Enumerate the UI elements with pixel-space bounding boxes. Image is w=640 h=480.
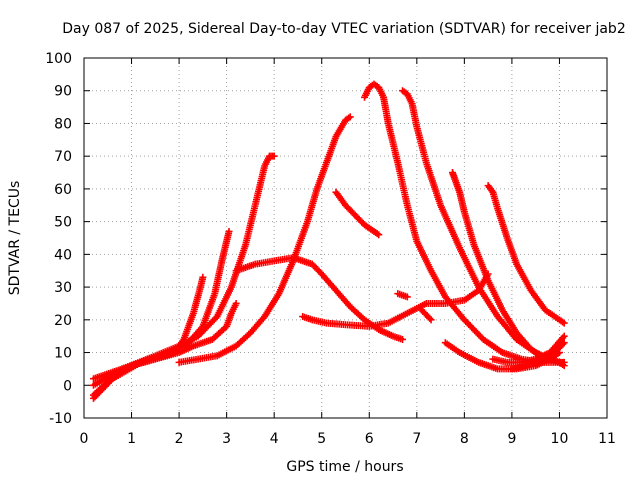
series-sat-e [232, 254, 407, 343]
data-point-marker [560, 332, 568, 340]
series-sat-j [448, 169, 568, 370]
y-tick-label: 40 [54, 247, 72, 263]
x-tick-label: 2 [175, 431, 184, 447]
data-point-marker [560, 362, 568, 370]
data-point-marker [199, 273, 207, 281]
series-sat-d [90, 299, 240, 383]
series-sat-l [299, 270, 492, 330]
y-tick-label: 10 [54, 346, 72, 362]
x-tick-label: 8 [460, 431, 469, 447]
x-tick-label: 3 [222, 431, 231, 447]
y-tick-label: 100 [45, 51, 72, 67]
y-axis-label: SDTVAR / TECUs [7, 181, 23, 296]
x-tick-label: 9 [507, 431, 516, 447]
data-markers [90, 80, 568, 402]
x-tick-label: 5 [317, 431, 326, 447]
data-point-marker [484, 270, 492, 278]
x-tick-label: 10 [551, 431, 569, 447]
data-point-marker [270, 152, 278, 160]
axis-ticks: 0 1 2 3 4 5 6 7 8 9 10 11 -10 0 10 20 30 40 50 60 70 80 90 100 [45, 51, 616, 447]
data-point-marker [426, 314, 434, 322]
y-tick-label: -10 [49, 411, 72, 427]
y-tick-label: 70 [54, 149, 72, 165]
data-point-marker [346, 113, 354, 121]
x-tick-label: 4 [270, 431, 279, 447]
y-tick-label: 80 [54, 116, 72, 132]
series-sat-q [508, 339, 568, 373]
data-point-marker [403, 293, 411, 301]
y-tick-label: 60 [54, 182, 72, 198]
series-sat-c [90, 152, 278, 389]
y-tick-label: 90 [54, 84, 72, 100]
series-sat-k [484, 182, 568, 327]
x-tick-label: 7 [412, 431, 421, 447]
x-tick-label: 6 [365, 431, 374, 447]
data-point-marker [232, 299, 240, 307]
x-tick-label: 1 [127, 431, 136, 447]
series-sat-o [418, 306, 435, 324]
series-sat-h [332, 188, 383, 239]
y-tick-label: 20 [54, 313, 72, 329]
x-tick-label: 0 [80, 431, 89, 447]
data-point-marker [559, 340, 567, 348]
y-tick-label: 30 [54, 280, 72, 296]
x-tick-label: 11 [598, 431, 616, 447]
chart-title: Day 087 of 2025, Sidereal Day-to-day VTE… [62, 21, 625, 37]
plot-frame [83, 57, 608, 419]
data-point-marker [225, 227, 233, 235]
data-point-marker [375, 231, 383, 239]
x-axis-label: GPS time / hours [286, 459, 403, 475]
series-sat-f [175, 113, 354, 366]
series-sat-g [361, 80, 568, 366]
y-tick-label: 50 [54, 215, 72, 231]
data-point-marker [560, 319, 568, 327]
y-tick-label: 0 [63, 378, 72, 394]
series-sat-n [394, 290, 411, 301]
data-point-marker [399, 335, 407, 343]
data-point-marker [427, 316, 435, 324]
data-point-marker [560, 339, 568, 347]
